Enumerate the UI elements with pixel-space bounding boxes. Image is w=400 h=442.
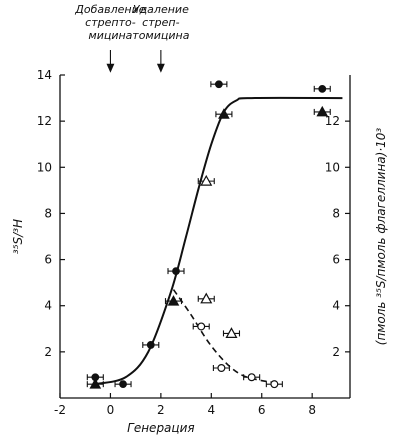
point-open-circle [247,373,256,382]
y-tick-label: 4 [44,299,52,313]
y2-axis-title: (пмоль ³⁵S/пмоль флагеллина)·10³ [374,128,388,346]
point-filled-circle [318,84,327,93]
fit-curve-solid [95,96,343,386]
point-open-circle [197,322,206,331]
annotations: Добавлениестрепто-мицинаУдалениестреп-то… [74,3,190,73]
point-filled-triangle [316,105,329,117]
annotation-line: мицина [88,29,132,42]
point-open-circle [270,380,279,389]
y-tick-label: 10 [37,160,52,174]
y-tick-label: 12 [37,114,52,128]
y2-tick-label: 10 [325,160,340,174]
annotation-line: томицина [132,29,189,42]
y2-tick-label: 12 [325,114,340,128]
y-axis-title: ³⁵S/³H [11,219,25,254]
y-tick-label: 8 [44,206,52,220]
y-tick-label: 14 [37,68,52,82]
x-tick-label: 2 [157,403,165,417]
data-points [86,80,331,389]
x-tick-label: 4 [207,403,215,417]
point-open-triangle [225,327,238,338]
y-tick-label: 6 [44,253,52,267]
x-tick-label: 0 [107,403,115,417]
annotation-arrow-head [106,63,115,73]
annotation-line: стрепто- [85,16,136,29]
y2-tick-label: 6 [332,253,340,267]
point-filled-circle [146,341,155,349]
point-filled-circle [119,380,127,389]
point-filled-circle [172,267,180,276]
y2-tick-label: 2 [332,345,340,359]
annotation-line: Удаление [133,3,189,16]
point-filled-circle [214,80,223,89]
y2-tick-label: 4 [332,299,340,313]
ticks: -2 0 2 4 6 8 2 4 6 8 10 12 14 2 4 6 8 10 12 [37,68,350,417]
axes [59,75,351,399]
point-filled-triangle [218,108,230,119]
y2-tick-label: 8 [332,206,340,220]
annotation-line: стреп- [142,16,179,29]
point-filled-triangle [167,295,180,306]
fit-curves [95,96,343,386]
point-open-triangle [200,292,213,304]
y-tick-label: 2 [44,345,52,359]
x-tick-label: 8 [308,403,316,417]
point-open-circle [217,364,226,373]
point-open-triangle [200,174,213,186]
point-filled-triangle [89,378,102,389]
annotation-line: Добавление [74,3,145,16]
annotation-arrow-head [156,63,165,73]
x-axis-title: Генерация [127,421,194,435]
x-tick-label: -2 [54,403,66,417]
fit-curve-dashed [172,289,280,384]
x-tick-label: 6 [258,403,266,417]
